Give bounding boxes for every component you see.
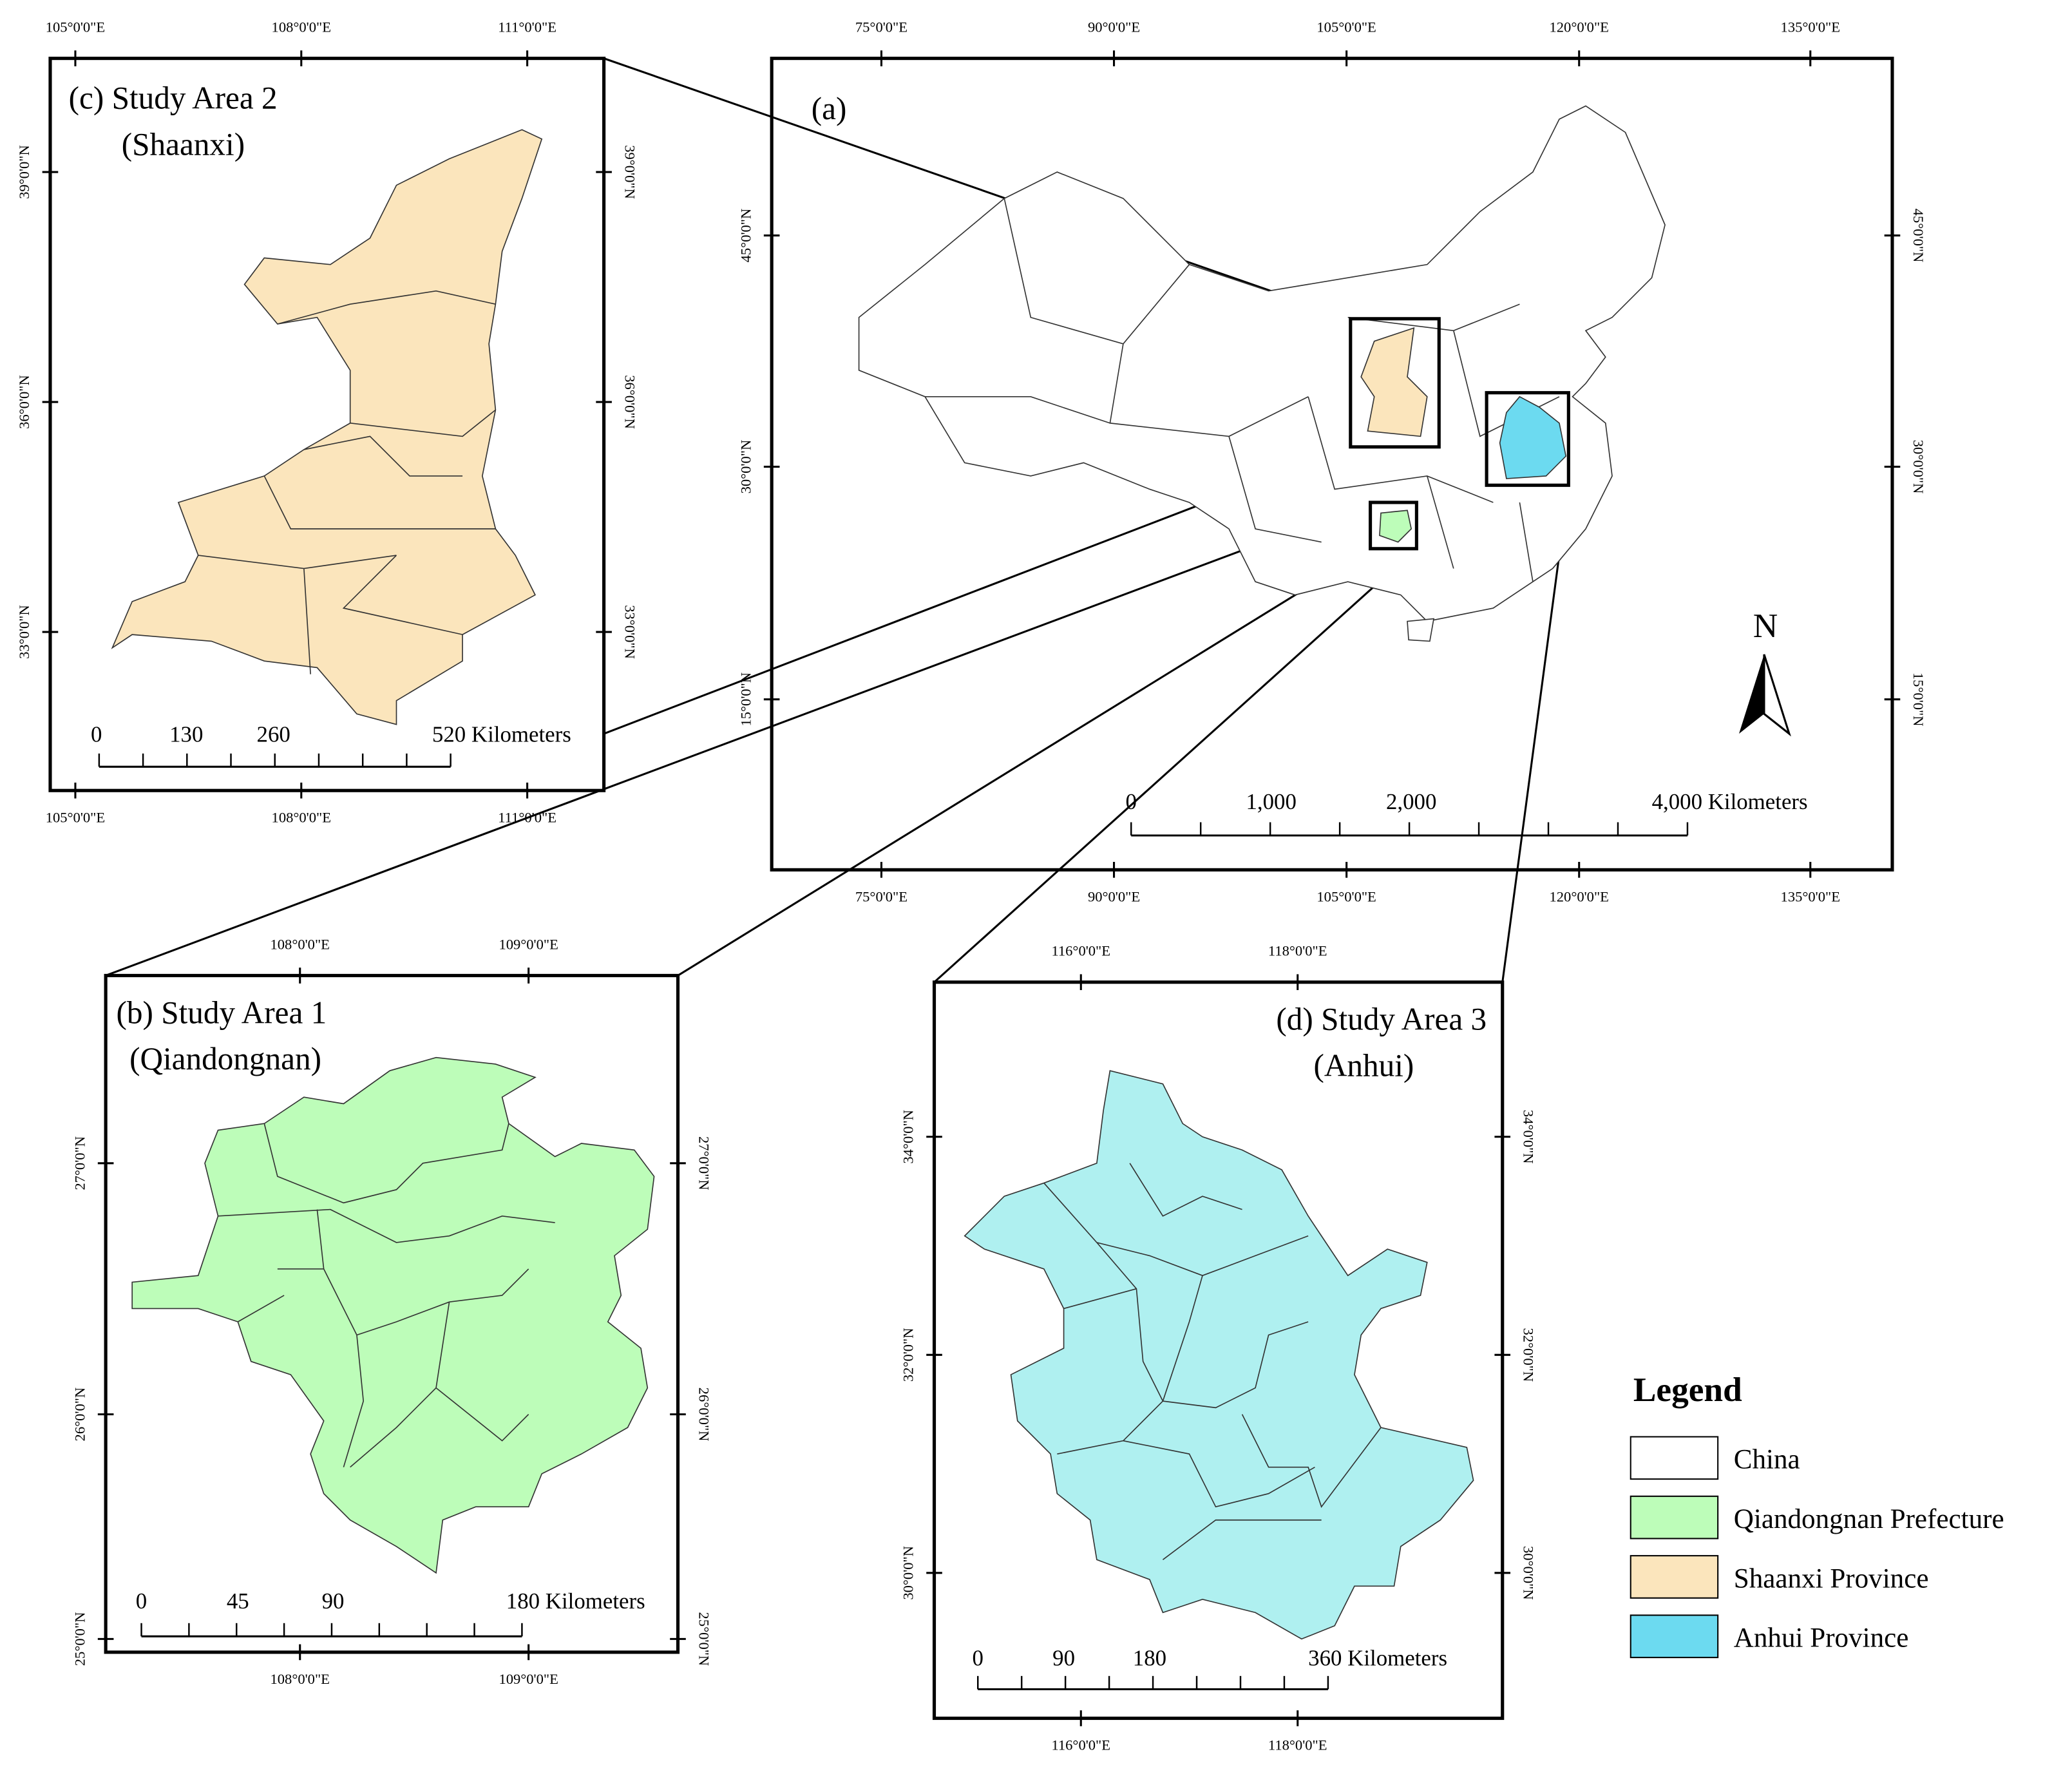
scale-label: 90 (1052, 1645, 1075, 1670)
right-coord-label: 25°0'0"N (696, 1612, 712, 1666)
left-coord-label: 32°0'0"N (900, 1328, 917, 1382)
bottom-coord-label: 111°0'0"E (498, 809, 556, 825)
legend-swatch (1630, 1436, 1719, 1480)
right-coord-label: 34°0'0"N (1521, 1110, 1537, 1164)
anhui-borders (1043, 1163, 1382, 1560)
north-label: N (1753, 606, 1778, 645)
left-coord-label: 34°0'0"N (900, 1110, 917, 1164)
top-coord-label: 105°0'0"E (1316, 19, 1376, 35)
right-coord-label: 27°0'0"N (696, 1136, 712, 1190)
scale-label: 0 (91, 721, 102, 747)
panel-a-frame (770, 57, 1894, 872)
legend-swatch (1630, 1495, 1719, 1540)
panel-d-frame (932, 980, 1505, 1721)
right-coord-label: 15°0'0"N (1910, 672, 1926, 727)
left-coord-label: 25°0'0"N (71, 1612, 88, 1666)
bottom-coord-label: 90°0'0"E (1088, 889, 1140, 905)
right-coord-label: 30°0'0"N (1910, 440, 1926, 494)
panel-title: (Anhui) (1313, 1047, 1414, 1083)
legend-label: China (1734, 1445, 1800, 1475)
scale-label: 45 (227, 1588, 249, 1614)
left-coord-label: 39°0'0"N (16, 145, 32, 199)
bottom-coord-label: 105°0'0"E (1316, 889, 1376, 905)
top-coord-label: 90°0'0"E (1088, 19, 1140, 35)
legend-label: Qiandongnan Prefecture (1734, 1504, 2004, 1534)
top-coord-label: 108°0'0"E (272, 19, 331, 35)
top-coord-label: 108°0'0"E (271, 936, 330, 952)
legend-title: Legend (1633, 1370, 1742, 1409)
right-coord-label: 39°0'0"N (622, 145, 638, 199)
legend-swatch (1630, 1555, 1719, 1599)
right-coord-label: 26°0'0"N (696, 1388, 712, 1442)
left-coord-label: 45°0'0"N (737, 209, 754, 263)
qiandongnan-borders (218, 1123, 555, 1468)
top-coord-label: 118°0'0"E (1268, 943, 1327, 959)
top-coord-label: 75°0'0"E (855, 19, 908, 35)
scale-label: 360 Kilometers (1308, 1645, 1447, 1670)
bottom-coord-label: 135°0'0"E (1781, 889, 1840, 905)
left-coord-label: 27°0'0"N (71, 1136, 88, 1190)
right-coord-label: 36°0'0"N (622, 375, 638, 429)
scale-label: 4,000 Kilometers (1652, 789, 1808, 814)
legend-label: Anhui Province (1734, 1623, 1909, 1654)
bottom-coord-label: 105°0'0"E (46, 809, 105, 825)
panel-c-frame (48, 57, 606, 792)
left-coord-label: 30°0'0"N (900, 1546, 917, 1600)
right-coord-label: 33°0'0"N (622, 605, 638, 659)
bottom-coord-label: 118°0'0"E (1268, 1737, 1327, 1753)
shaanxi-borders (198, 290, 496, 674)
scale-label: 1,000 (1246, 789, 1296, 814)
right-coord-label: 30°0'0"N (1521, 1546, 1537, 1600)
bottom-coord-label: 108°0'0"E (271, 1671, 330, 1687)
scale-label: 260 (257, 721, 290, 747)
left-coord-label: 30°0'0"N (737, 440, 754, 494)
panel-title: (a) (812, 91, 847, 126)
legend-swatch (1630, 1614, 1719, 1659)
panel-title: (c) Study Area 2 (69, 81, 278, 116)
right-coord-label: 45°0'0"N (1910, 209, 1926, 263)
top-coord-label: 135°0'0"E (1781, 19, 1840, 35)
legend-label: Shaanxi Province (1734, 1563, 1929, 1594)
left-coord-label: 36°0'0"N (16, 375, 32, 429)
panel-title: (Shaanxi) (122, 126, 245, 162)
scale-label: 520 Kilometers (432, 721, 571, 747)
scale-label: 0 (973, 1645, 984, 1670)
bottom-coord-label: 108°0'0"E (272, 809, 331, 825)
right-coord-label: 32°0'0"N (1521, 1328, 1537, 1382)
top-coord-label: 116°0'0"E (1051, 943, 1110, 959)
left-coord-label: 26°0'0"N (71, 1388, 88, 1442)
bottom-coord-label: 116°0'0"E (1051, 1737, 1110, 1753)
left-coord-label: 15°0'0"N (737, 672, 754, 727)
anhui-map (964, 1070, 1474, 1640)
top-coord-label: 109°0'0"E (499, 936, 558, 952)
scale-label: 90 (322, 1588, 345, 1614)
bottom-coord-label: 120°0'0"E (1550, 889, 1609, 905)
annotations: (a) 75°0'0"E 90°0'0"E 105°0'0"E 120°0'0"E 135… (16, 19, 2004, 1753)
top-coord-label: 111°0'0"E (498, 19, 556, 35)
qiandongnan-map (131, 1056, 655, 1574)
top-coord-label: 120°0'0"E (1550, 19, 1609, 35)
scale-label: 130 (169, 721, 203, 747)
bottom-coord-label: 109°0'0"E (499, 1671, 558, 1687)
shaanxi-map (111, 129, 543, 725)
connectors (105, 57, 1570, 983)
china-map (858, 105, 1666, 642)
panel-b-frame (104, 973, 680, 1654)
panel-title: (d) Study Area 3 (1276, 1002, 1487, 1037)
scale-label: 180 (1133, 1645, 1166, 1670)
panel-title: (b) Study Area 1 (117, 995, 327, 1030)
scale-label: 2,000 (1386, 789, 1436, 814)
scale-label: 0 (1126, 789, 1137, 814)
scale-label: 0 (136, 1588, 147, 1614)
left-coord-label: 33°0'0"N (16, 605, 32, 659)
scale-label: 180 Kilometers (506, 1588, 645, 1614)
bottom-coord-label: 75°0'0"E (855, 889, 908, 905)
north-arrow: N (1738, 606, 1791, 737)
top-coord-label: 105°0'0"E (46, 19, 105, 35)
panel-title: (Qiandongnan) (129, 1041, 321, 1076)
